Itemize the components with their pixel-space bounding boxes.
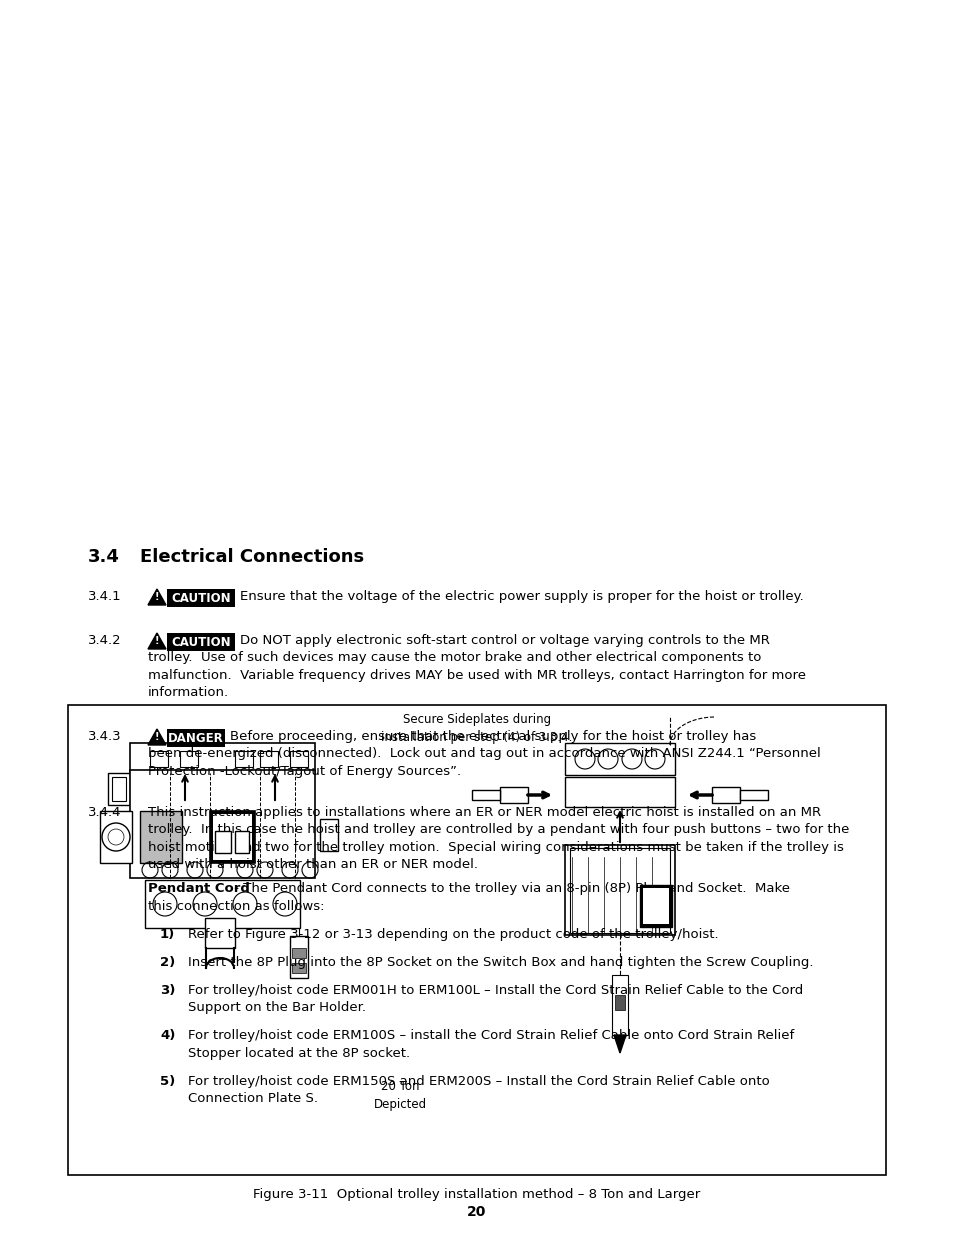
Bar xyxy=(234,831,249,853)
Text: For trolley/hoist code ERM150S and ERM200S – Install the Cord Strain Relief Cabl: For trolley/hoist code ERM150S and ERM20… xyxy=(188,1074,769,1088)
Text: information.: information. xyxy=(148,687,229,699)
Bar xyxy=(642,888,668,924)
Bar xyxy=(260,751,277,767)
Text: 2): 2) xyxy=(160,956,175,969)
Bar xyxy=(292,963,306,973)
Bar xyxy=(180,751,198,767)
Text: 3.4.3: 3.4.3 xyxy=(88,730,121,743)
Polygon shape xyxy=(148,589,166,605)
Text: Refer to Figure 3-12 or 3-13 depending on the product code of the trolley/hoist.: Refer to Figure 3-12 or 3-13 depending o… xyxy=(188,927,718,941)
Bar xyxy=(564,845,675,935)
Bar xyxy=(205,918,234,948)
Bar xyxy=(564,743,675,776)
Text: trolley.  In this case the hoist and trolley are controlled by a pendant with fo: trolley. In this case the hoist and trol… xyxy=(148,824,848,836)
Bar xyxy=(167,729,225,747)
Text: CAUTION: CAUTION xyxy=(171,636,231,648)
Bar xyxy=(740,790,767,800)
Text: been de-energized (disconnected).  Lock out and tag out in accordance with ANSI : been de-energized (disconnected). Lock o… xyxy=(148,747,820,761)
Text: hoist motion and two for the trolley motion.  Special wiring considerations must: hoist motion and two for the trolley mot… xyxy=(148,841,843,853)
Bar xyxy=(319,819,337,851)
Text: 3.4: 3.4 xyxy=(88,548,120,566)
Text: 20: 20 xyxy=(467,1205,486,1219)
Polygon shape xyxy=(614,1035,625,1053)
Text: Insert the 8P Plug into the 8P Socket on the Switch Box and hand tighten the Scr: Insert the 8P Plug into the 8P Socket on… xyxy=(188,956,813,969)
Text: 3.4.4: 3.4.4 xyxy=(88,806,121,819)
Text: malfunction.  Variable frequency drives MAY be used with MR trolleys, contact Ha: malfunction. Variable frequency drives M… xyxy=(148,669,805,682)
Text: For trolley/hoist code ERM001H to ERM100L – Install the Cord Strain Relief Cable: For trolley/hoist code ERM001H to ERM100… xyxy=(188,984,802,997)
Text: !: ! xyxy=(154,732,159,742)
Bar xyxy=(140,811,182,863)
Bar xyxy=(145,881,299,927)
Polygon shape xyxy=(148,634,166,650)
Text: This instruction applies to installations where an ER or NER model electric hois: This instruction applies to installation… xyxy=(148,806,821,819)
Text: Pendant Cord: Pendant Cord xyxy=(148,882,250,895)
Bar xyxy=(130,743,314,773)
Bar xyxy=(234,751,253,767)
Bar xyxy=(167,634,234,651)
Text: For trolley/hoist code ERM100S – install the Cord Strain Relief Cable onto Cord : For trolley/hoist code ERM100S – install… xyxy=(188,1030,794,1042)
Bar xyxy=(292,948,306,958)
Bar xyxy=(290,936,308,978)
Bar xyxy=(612,974,627,1035)
Bar xyxy=(112,777,126,802)
Text: 3.4.1: 3.4.1 xyxy=(88,590,121,603)
Text: CAUTION: CAUTION xyxy=(171,592,231,604)
Text: this connection as follows:: this connection as follows: xyxy=(148,899,324,913)
Bar xyxy=(130,769,314,878)
Text: Electrical Connections: Electrical Connections xyxy=(140,548,364,566)
Bar xyxy=(213,814,252,860)
Bar xyxy=(68,705,885,1174)
Bar xyxy=(100,811,132,863)
Bar xyxy=(569,848,669,932)
Text: 4): 4) xyxy=(160,1030,175,1042)
Text: Do NOT apply electronic soft-start control or voltage varying controls to the MR: Do NOT apply electronic soft-start contr… xyxy=(240,634,769,647)
Text: 3): 3) xyxy=(160,984,175,997)
Bar xyxy=(214,831,231,853)
Bar xyxy=(108,773,130,805)
Bar xyxy=(711,787,740,803)
Text: trolley.  Use of such devices may cause the motor brake and other electrical com: trolley. Use of such devices may cause t… xyxy=(148,652,760,664)
Text: !: ! xyxy=(154,636,159,646)
Bar xyxy=(615,995,624,1010)
Text: - The Pendant Cord connects to the trolley via an 8-pin (8P) Plug and Socket.  M: - The Pendant Cord connects to the troll… xyxy=(230,882,789,895)
Text: 1): 1) xyxy=(160,927,175,941)
Bar xyxy=(167,589,234,606)
Bar xyxy=(564,777,675,806)
Bar xyxy=(150,751,168,767)
Bar xyxy=(639,885,671,927)
Text: 20 Ton
Depicted: 20 Ton Depicted xyxy=(373,1079,426,1112)
Bar xyxy=(210,811,254,863)
Bar xyxy=(499,787,527,803)
Text: !: ! xyxy=(154,592,159,601)
Text: 5): 5) xyxy=(160,1074,175,1088)
Text: used with a hoist other than an ER or NER model.: used with a hoist other than an ER or NE… xyxy=(148,858,477,872)
Polygon shape xyxy=(148,729,166,745)
Text: Stopper located at the 8P socket.: Stopper located at the 8P socket. xyxy=(188,1047,410,1060)
Bar xyxy=(472,790,499,800)
Text: Connection Plate S.: Connection Plate S. xyxy=(188,1093,317,1105)
Text: DANGER: DANGER xyxy=(168,731,224,745)
Text: Figure 3-11  Optional trolley installation method – 8 Ton and Larger: Figure 3-11 Optional trolley installatio… xyxy=(253,1188,700,1200)
Text: Before proceeding, ensure that the electrical supply for the hoist or trolley ha: Before proceeding, ensure that the elect… xyxy=(230,730,756,743)
Text: Support on the Bar Holder.: Support on the Bar Holder. xyxy=(188,1002,366,1014)
Text: Protection -Lockout/Tagout of Energy Sources”.: Protection -Lockout/Tagout of Energy Sou… xyxy=(148,764,460,778)
Text: 3.4.2: 3.4.2 xyxy=(88,634,121,647)
Bar xyxy=(290,751,308,767)
Text: Ensure that the voltage of the electric power supply is proper for the hoist or : Ensure that the voltage of the electric … xyxy=(240,590,803,603)
Text: Secure Sideplates during
installation per step (4) of 3.3.4.: Secure Sideplates during installation pe… xyxy=(381,713,572,743)
